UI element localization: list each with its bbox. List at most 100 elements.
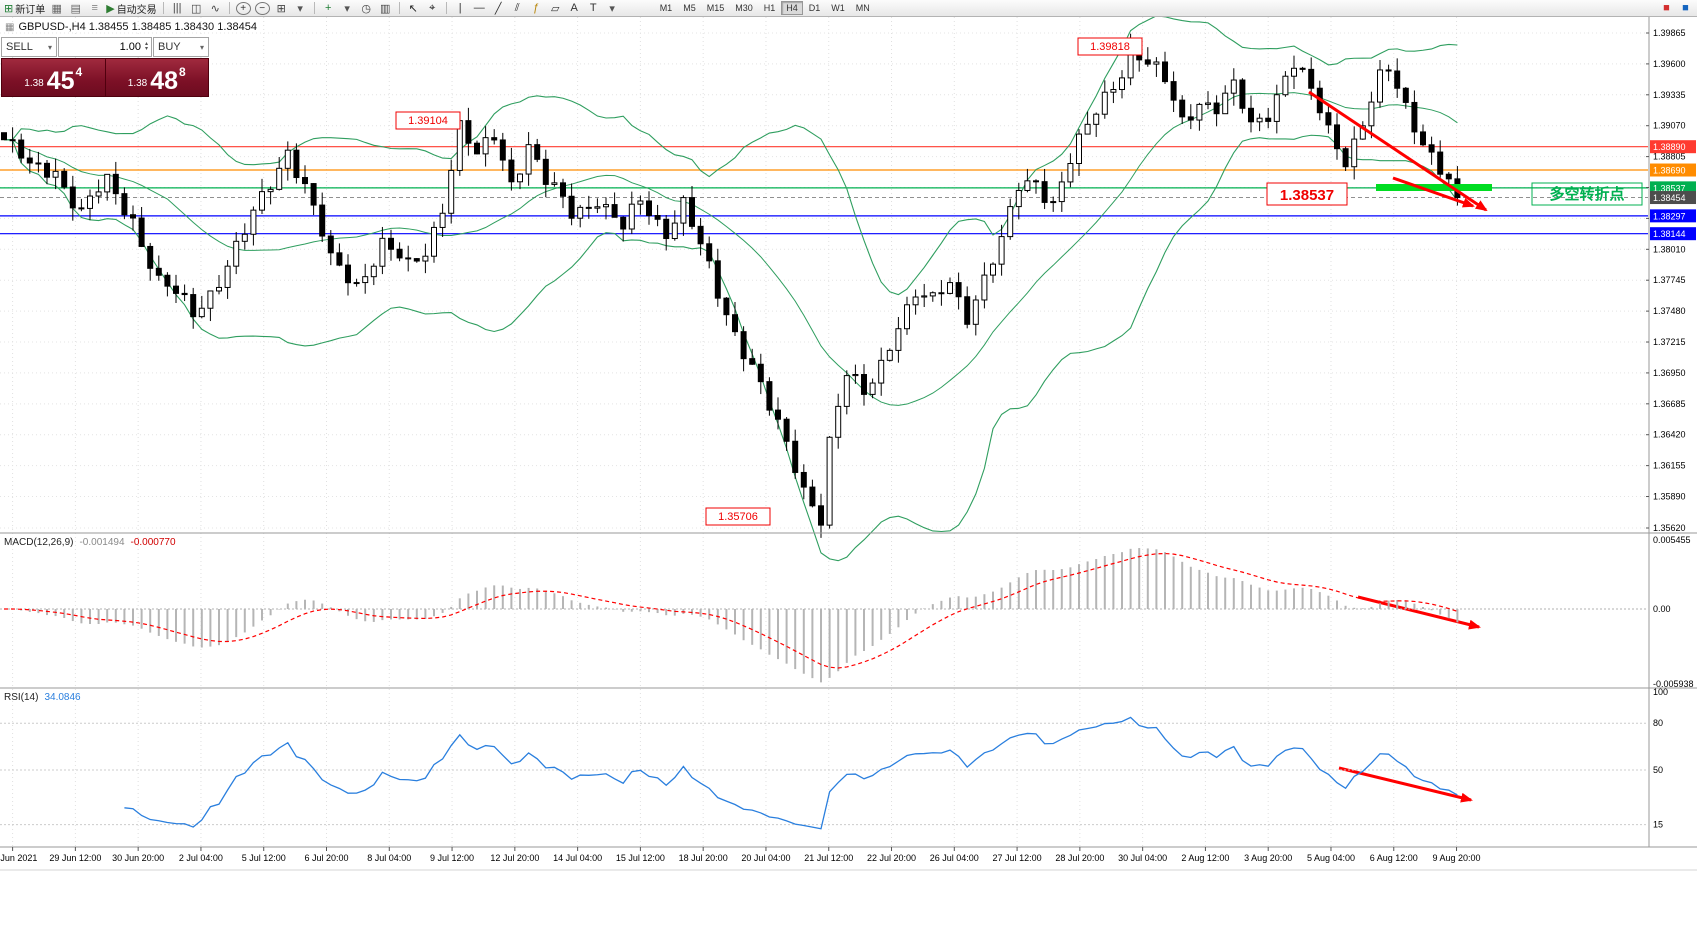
price-label-box[interactable] — [1077, 37, 1143, 56]
trend-arrow[interactable] — [1338, 766, 1473, 803]
turning-point-box[interactable] — [1531, 182, 1643, 206]
price-label-box[interactable] — [1266, 182, 1348, 206]
price-tags: 1.38890 1.38690 1.38537 1.38297 1.38144 1.384… — [1650, 140, 1696, 241]
crosshair-icon[interactable]: ⌖ — [429, 1, 436, 14]
vertical-line-icon[interactable]: | — [458, 2, 462, 14]
rsi-axis: 100 80 50 15 — [1653, 687, 1668, 830]
zoom-out-icon[interactable]: − — [254, 1, 270, 15]
buy-button[interactable]: 1.38 48 8 — [104, 59, 208, 96]
chevron-down-icon: ▾ — [199, 42, 204, 52]
svg-text:50: 50 — [1653, 765, 1663, 775]
indicators-dropdown-icon[interactable]: ▾ — [344, 2, 350, 15]
svg-text:5 Aug 04:00: 5 Aug 04:00 — [1307, 853, 1355, 863]
price-label-box[interactable] — [705, 507, 771, 526]
chart-profiles-icon[interactable]: ▤ — [70, 2, 81, 15]
svg-text:-0.005938: -0.005938 — [1653, 679, 1694, 689]
sell-button[interactable]: 1.38 45 4 — [2, 59, 105, 96]
new-chart-icon[interactable]: ▦ — [51, 2, 62, 15]
volume-input[interactable]: 1.00 ▴ ▾ — [58, 37, 152, 57]
timeframe-button-d1[interactable]: D1 — [808, 3, 821, 13]
svg-text:6 Jul 20:00: 6 Jul 20:00 — [304, 853, 348, 863]
svg-text:1.38010: 1.38010 — [1653, 244, 1686, 254]
trend-arrow[interactable] — [1392, 176, 1475, 208]
buy-dropdown-label: BUY — [158, 41, 181, 53]
svg-text:3 Aug 20:00: 3 Aug 20:00 — [1244, 853, 1292, 863]
cursor-icon[interactable]: ↖ — [408, 2, 418, 15]
text-label-icon[interactable]: T — [589, 2, 597, 14]
timeframe-button-m15[interactable]: M15 — [706, 3, 725, 13]
timeframe-button-m1[interactable]: M1 — [659, 3, 673, 13]
toolbar-separator — [445, 2, 447, 14]
macd-signal-value: -0.000770 — [130, 537, 176, 548]
svg-text:1.35890: 1.35890 — [1653, 492, 1686, 502]
buy-dropdown[interactable]: BUY ▾ — [153, 37, 209, 57]
timeframe-switcher: M1 M5 M15 M30 H1 H4 D1 W1 MN — [655, 1, 875, 15]
objects-dropdown-icon[interactable]: ▾ — [609, 2, 615, 15]
help-icon[interactable]: ■ — [1682, 2, 1689, 14]
price-label-text: 1.39818 — [1090, 41, 1130, 53]
tile-windows-icon[interactable]: ⊞ — [276, 2, 286, 15]
sell-price-main: 1.38 — [24, 78, 44, 89]
macd-name: MACD(12,26,9) — [4, 537, 74, 548]
price-label-boxes[interactable]: 1.39818 1.39104 1.35706 1.38537 — [395, 37, 1348, 526]
horizontal-line-icon[interactable]: — — [473, 2, 485, 14]
periods-icon[interactable]: ◷ — [361, 2, 371, 15]
trend-arrow[interactable] — [1357, 595, 1481, 630]
timeframe-button-h1[interactable]: H1 — [763, 3, 776, 13]
timeframe-button-m30[interactable]: M30 — [735, 3, 753, 13]
timeframe-button-h4[interactable]: H4 — [781, 1, 803, 15]
text-icon[interactable]: A — [570, 2, 578, 14]
trend-arrow[interactable] — [1308, 90, 1488, 212]
macd-axis: 0.005455 0.00 -0.005938 — [1653, 535, 1694, 689]
data-window-icon[interactable]: ≡ — [91, 2, 98, 14]
line-chart-style-icon[interactable]: ∿ — [210, 2, 220, 15]
sell-price-pip: 4 — [75, 65, 83, 79]
svg-text:1.36155: 1.36155 — [1653, 461, 1686, 471]
svg-text:12 Jul 20:00: 12 Jul 20:00 — [490, 853, 539, 863]
svg-text:29 Jun 2021: 29 Jun 2021 — [0, 853, 37, 863]
trendline-icon[interactable]: ╱ — [494, 2, 502, 15]
candles — [1, 33, 1461, 538]
shapes-icon[interactable]: ▱ — [550, 2, 560, 15]
symbol-header: ▦ GBPUSD-,H4 1.38455 1.38485 1.38430 1.3… — [5, 21, 257, 33]
macd-signal-line — [3, 552, 1458, 669]
svg-text:1.38144: 1.38144 — [1653, 229, 1686, 239]
horizontal-level-lines[interactable] — [0, 146, 1648, 235]
svg-text:1.38537: 1.38537 — [1653, 183, 1686, 193]
svg-text:26 Jul 04:00: 26 Jul 04:00 — [930, 853, 979, 863]
sell-dropdown[interactable]: SELL ▾ — [1, 37, 57, 57]
svg-text:100: 100 — [1653, 687, 1668, 697]
templates-icon[interactable]: ▥ — [379, 2, 391, 15]
support-highlight-bar[interactable] — [1376, 184, 1492, 191]
svg-text:29 Jun 12:00: 29 Jun 12:00 — [49, 853, 101, 863]
svg-text:9 Jul 12:00: 9 Jul 12:00 — [430, 853, 474, 863]
channel-icon[interactable]: ⫽ — [514, 1, 520, 14]
svg-text:6 Aug 12:00: 6 Aug 12:00 — [1370, 853, 1418, 863]
trend-arrows[interactable] — [1308, 90, 1488, 803]
candlestick-style-icon[interactable]: ◫ — [190, 2, 202, 15]
svg-text:20 Jul 04:00: 20 Jul 04:00 — [741, 853, 790, 863]
arrange-dropdown-icon[interactable]: ▾ — [297, 2, 303, 15]
volume-spinner[interactable]: ▴ ▾ — [144, 41, 148, 52]
macd-histogram — [11, 548, 1459, 683]
svg-text:0.005455: 0.005455 — [1653, 535, 1691, 545]
community-icon[interactable]: ■ — [1663, 2, 1670, 14]
one-click-trade-panel: SELL ▾ 1.00 ▴ ▾ BUY ▾ 1.38 45 4 1.38 48 8 — [1, 37, 209, 97]
timeframe-button-mn[interactable]: MN — [855, 3, 870, 13]
timeframe-button-m5[interactable]: M5 — [683, 3, 696, 13]
sell-dropdown-label: SELL — [6, 41, 33, 53]
auto-trading-button[interactable]: ▶ 自动交易 — [106, 2, 157, 16]
bollinger-lower — [3, 134, 1458, 562]
svg-text:15 Jul 12:00: 15 Jul 12:00 — [616, 853, 665, 863]
fibonacci-icon[interactable]: ƒ — [533, 2, 540, 14]
bar-chart-style-icon[interactable]: ||| — [172, 2, 182, 14]
timeframe-button-w1[interactable]: W1 — [831, 3, 845, 13]
new-order-button[interactable]: ⊞ 新订单 — [4, 2, 46, 16]
price-label-box[interactable] — [395, 111, 461, 130]
bollinger-bands — [3, 15, 1458, 562]
rsi-line — [124, 716, 1458, 830]
indicators-icon[interactable]: + — [324, 2, 332, 14]
zoom-in-icon[interactable]: + — [235, 1, 251, 15]
